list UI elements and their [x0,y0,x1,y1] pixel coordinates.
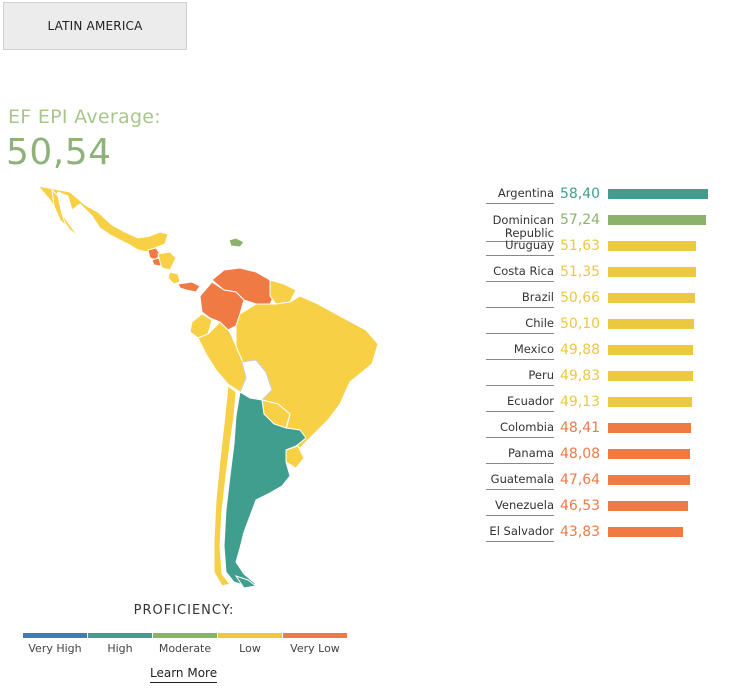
ranking-divider [486,255,554,256]
ranking-score: 49,88 [560,342,601,358]
legend-swatch [23,633,87,638]
legend-label: Moderate [158,642,212,655]
ranking-country-name: Costa Rica [493,264,554,278]
ranking-bar[interactable] [608,241,696,251]
ranking-bar[interactable] [608,319,694,329]
ranking-country-name: El Salvador [489,524,554,538]
country-guatemala[interactable] [147,247,161,261]
ranking-bar[interactable] [608,475,690,485]
ranking-score: 50,66 [560,290,601,306]
ranking-country-name: Uruguay [505,238,554,252]
legend-label: High [107,642,133,655]
average-value: 50,54 [6,132,112,173]
country-ranking-chart: Argentina 58,40 Dominican Republic 57,24 Urug… [483,0,746,693]
country-panama[interactable] [177,281,201,293]
ranking-bar[interactable] [608,267,696,277]
ranking-country-name: Dominican Republic [492,213,554,240]
ranking-divider [486,241,554,242]
legend-label: Low [239,642,261,655]
region-tab-label: LATIN AMERICA [47,19,143,33]
ranking-divider [486,463,554,464]
ranking-score: 49,13 [560,394,601,410]
country-mexico-baja[interactable] [51,188,67,227]
ranking-bar[interactable] [608,293,695,303]
legend-swatch [283,633,347,638]
ranking-country-name: Brazil [521,290,554,304]
country-argentina-south[interactable] [234,575,258,589]
legend-item-very-high[interactable]: Very High [23,633,87,655]
ranking-country-name: Venezuela [494,498,554,512]
legend-swatch [218,633,282,638]
ranking-divider [486,281,554,282]
ranking-country-name: Peru [528,368,554,382]
ranking-divider [486,385,554,386]
ranking-score: 51,63 [560,238,601,254]
ranking-divider [486,333,554,334]
ranking-divider [486,411,554,412]
ranking-divider [486,515,554,516]
learn-more-link[interactable]: Learn More [150,666,218,683]
country-costa-rica[interactable] [167,271,181,285]
proficiency-legend: Very High High Moderate Low Very Low [23,633,348,655]
ranking-bar[interactable] [608,345,693,355]
ranking-country-name: Chile [525,316,554,330]
ranking-score: 46,53 [560,498,601,514]
legend-label: Very High [28,642,82,655]
ranking-divider [486,307,554,308]
average-label: EF EPI Average: [8,106,162,128]
country-argentina[interactable] [223,391,307,587]
legend-item-high[interactable]: High [88,633,152,655]
ranking-bar[interactable] [608,397,692,407]
ranking-divider [486,203,554,204]
country-dominican-republic[interactable] [228,237,245,248]
ranking-bar[interactable] [608,423,691,433]
ranking-country-name: Mexico [513,342,554,356]
ranking-bar[interactable] [608,501,688,511]
ranking-score: 48,41 [560,420,601,436]
ranking-country-name: Ecuador [507,394,554,408]
ranking-score: 57,24 [560,212,601,228]
ranking-bar[interactable] [608,189,708,199]
legend-swatch [153,633,217,638]
ranking-country-name: Colombia [499,420,554,434]
ranking-divider [486,489,554,490]
ranking-bar[interactable] [608,371,693,381]
legend-item-moderate[interactable]: Moderate [153,633,217,655]
ranking-divider [486,541,554,542]
ranking-divider [486,437,554,438]
latin-america-map [36,185,379,589]
legend-swatch [88,633,152,638]
ranking-divider [486,359,554,360]
ranking-bar[interactable] [608,449,690,459]
ranking-score: 58,40 [560,186,601,202]
legend-item-very-low[interactable]: Very Low [283,633,347,655]
legend-item-low[interactable]: Low [218,633,282,655]
ranking-score: 48,08 [560,446,601,462]
ranking-score: 47,64 [560,472,601,488]
country-central-america [157,251,177,271]
region-tab-latin-america[interactable]: LATIN AMERICA [3,2,187,50]
country-chile[interactable] [213,385,237,587]
ranking-score: 49,83 [560,368,601,384]
ranking-country-name: Argentina [497,186,554,200]
ranking-bar[interactable] [608,527,683,537]
country-mexico[interactable] [36,185,169,253]
ranking-bar[interactable] [608,215,706,225]
ranking-score: 51,35 [560,264,601,280]
proficiency-legend-title: PROFICIENCY: [133,603,235,618]
legend-label: Very Low [290,642,340,655]
ranking-country-name: Panama [507,446,554,460]
ranking-score: 50,10 [560,316,601,332]
ranking-score: 43,83 [560,524,601,540]
ranking-country-name: Guatemala [490,472,554,486]
